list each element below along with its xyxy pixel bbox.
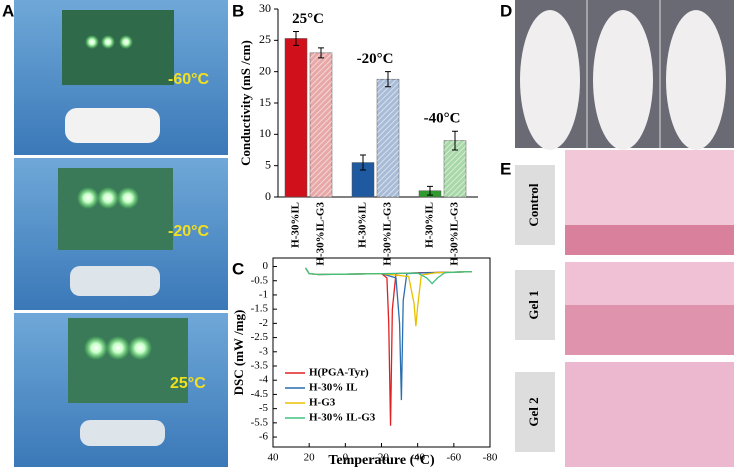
x-tick-label: 40 bbox=[268, 452, 280, 464]
y-axis-label: Conductivity (mS /cm) bbox=[238, 40, 253, 166]
x-tick-label: -80 bbox=[483, 452, 498, 464]
y-tick-label: -2 bbox=[259, 317, 268, 329]
y-tick-label: -0.5 bbox=[251, 274, 269, 286]
legend-label: H-30% IL-G3 bbox=[309, 412, 376, 424]
y-tick-label: -4.5 bbox=[251, 388, 269, 400]
x-tick-label: -40 bbox=[410, 452, 425, 464]
y-tick-label: 25 bbox=[259, 32, 271, 46]
annotation: 25°C bbox=[292, 11, 324, 27]
bar bbox=[284, 38, 308, 198]
y-tick-label: 10 bbox=[259, 126, 271, 140]
error-bar bbox=[318, 47, 324, 59]
tissue-label: Gel 2 bbox=[526, 397, 541, 426]
x-tick-label: -20 bbox=[374, 452, 389, 464]
legend-label: H(PGA-Tyr) bbox=[309, 367, 369, 379]
bar-hatch bbox=[444, 140, 466, 197]
y-tick-label: -4 bbox=[259, 374, 269, 386]
y-tick-label: -2.5 bbox=[251, 331, 269, 343]
y-tick-label: -6 bbox=[259, 431, 269, 443]
plot-frame bbox=[272, 257, 491, 448]
x-tick-label: -60 bbox=[446, 452, 461, 464]
photo-a bbox=[14, 0, 228, 467]
bar-hatch bbox=[310, 52, 332, 197]
panel-label: C bbox=[232, 259, 244, 278]
temperature-label: -20°C bbox=[168, 223, 210, 240]
temperature-label: -60°C bbox=[168, 71, 210, 88]
line bbox=[305, 267, 472, 285]
panel-label: D bbox=[500, 1, 512, 20]
legend-label: H-G3 bbox=[309, 397, 336, 409]
x-tick-label: H-30%IL bbox=[424, 202, 436, 248]
y-tick-label: -5.5 bbox=[251, 416, 269, 428]
panel-label: E bbox=[500, 159, 511, 178]
y-tick-label: -5 bbox=[259, 402, 269, 414]
error-bar bbox=[360, 154, 366, 171]
y-tick-label: 5 bbox=[265, 157, 271, 171]
legend-label: H-30% IL bbox=[309, 382, 358, 394]
bar-hatch bbox=[377, 79, 399, 197]
y-tick-label: 15 bbox=[259, 95, 271, 109]
x-tick-label: 20 bbox=[304, 452, 316, 464]
y-tick-label: -3 bbox=[259, 345, 269, 357]
y-tick-label: -1 bbox=[259, 288, 268, 300]
x-tick-label: H-30%IL-G3 bbox=[315, 202, 327, 266]
y-tick-label: 30 bbox=[259, 1, 271, 15]
temperature-label: 25°C bbox=[170, 375, 206, 392]
y-axis-label: DSC (mW /mg) bbox=[231, 310, 246, 396]
tissue-e bbox=[515, 150, 734, 467]
photo-d bbox=[515, 0, 734, 150]
y-tick-label: -3.5 bbox=[251, 360, 269, 372]
annotation: -40°C bbox=[424, 111, 461, 127]
tissue-label: Gel 1 bbox=[526, 290, 541, 319]
panel-label: A bbox=[2, 1, 14, 20]
x-tick-label: H-30%IL bbox=[357, 202, 369, 248]
error-bar bbox=[293, 31, 299, 46]
y-tick-label: -1.5 bbox=[251, 303, 269, 315]
x-tick-label: H-30%IL-G3 bbox=[382, 202, 394, 266]
error-bar bbox=[427, 185, 433, 196]
x-tick-label: H-30%IL-G3 bbox=[449, 202, 461, 266]
y-tick-label: 0 bbox=[263, 260, 269, 272]
x-tick-label: H-30%IL bbox=[290, 202, 302, 248]
tissue-label: Control bbox=[526, 183, 541, 226]
x-tick-label: 0 bbox=[343, 452, 349, 464]
x-axis-label: Temperature (°C) bbox=[328, 453, 435, 467]
error-bar bbox=[452, 130, 458, 151]
y-tick-label: 0 bbox=[265, 189, 271, 203]
y-tick-label: 20 bbox=[259, 63, 271, 77]
panel-label: B bbox=[232, 1, 244, 20]
annotation: -20°C bbox=[357, 51, 394, 67]
error-bar bbox=[385, 71, 391, 88]
